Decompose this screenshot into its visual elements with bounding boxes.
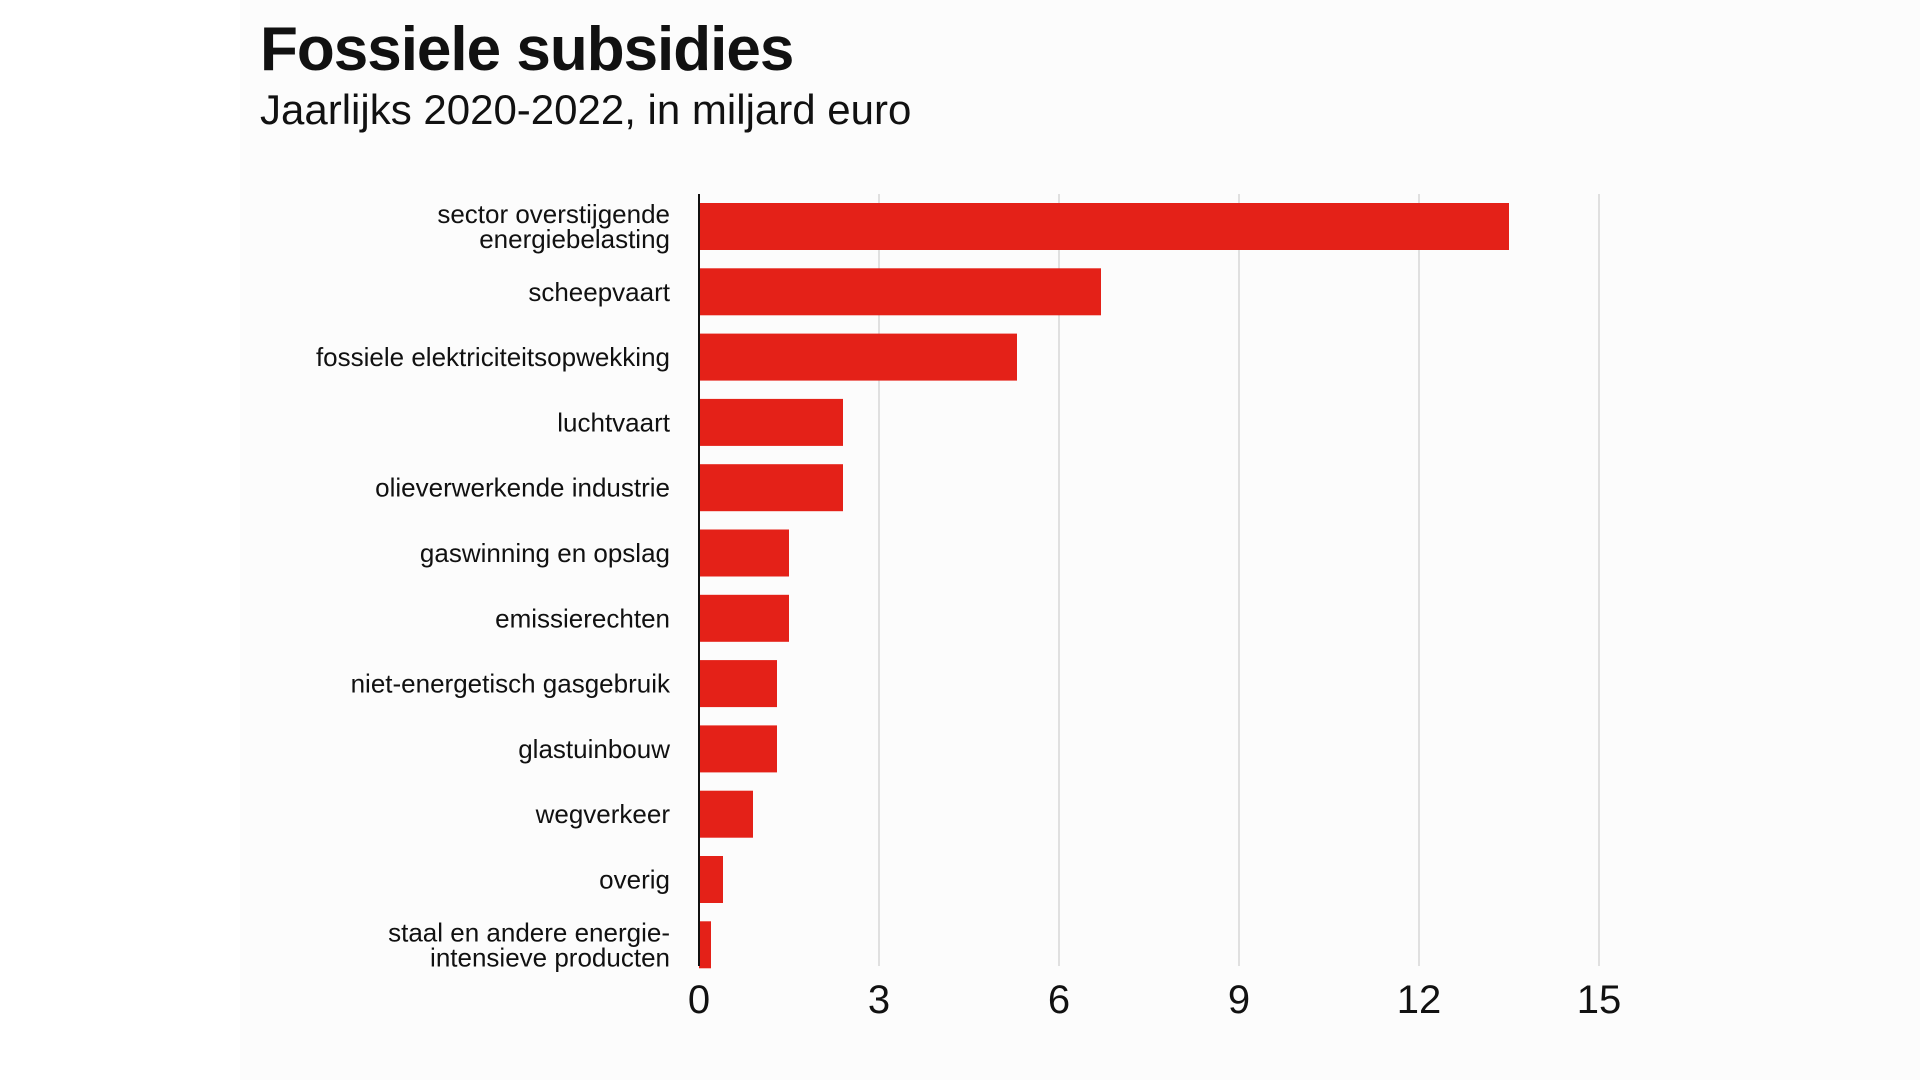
x-tick-label: 6 (1048, 978, 1070, 1022)
category-label: olieverwerkende industrie (375, 473, 670, 503)
bar (699, 725, 777, 773)
category-label: luchtvaart (557, 407, 670, 437)
category-label: overig (599, 865, 670, 895)
category-label: fossiele elektriciteitsopwekking (316, 342, 670, 372)
bar (699, 268, 1101, 316)
x-tick-label: 0 (688, 978, 710, 1022)
x-tick-label: 12 (1397, 978, 1442, 1022)
chart-background (240, 0, 1920, 1080)
bar (699, 790, 753, 838)
category-label: glastuinbouw (518, 734, 670, 764)
bar (699, 856, 723, 903)
x-tick-label: 9 (1228, 978, 1250, 1022)
x-tick-label: 15 (1577, 978, 1622, 1022)
category-label: scheepvaart (528, 277, 670, 307)
chart-title: Fossiele subsidies (260, 15, 794, 84)
category-label: gaswinning en opslag (420, 538, 670, 568)
bar (699, 333, 1017, 381)
chart-subtitle: Jaarlijks 2020-2022, in miljard euro (260, 86, 912, 133)
category-label: niet-energetisch gasgebruik (351, 669, 671, 699)
x-tick-label: 3 (868, 978, 890, 1022)
bar (699, 398, 843, 446)
category-label: staal en andere energie-intensieve produ… (388, 917, 670, 972)
bar (699, 529, 789, 577)
bar (699, 203, 1509, 250)
category-label: sector overstijgende energiebelasting (437, 199, 670, 254)
bar (699, 594, 789, 642)
category-label: emissierechten (495, 603, 670, 633)
bar (699, 921, 711, 969)
category-label: wegverkeer (535, 799, 671, 829)
bar (699, 464, 843, 512)
bar (699, 660, 777, 708)
